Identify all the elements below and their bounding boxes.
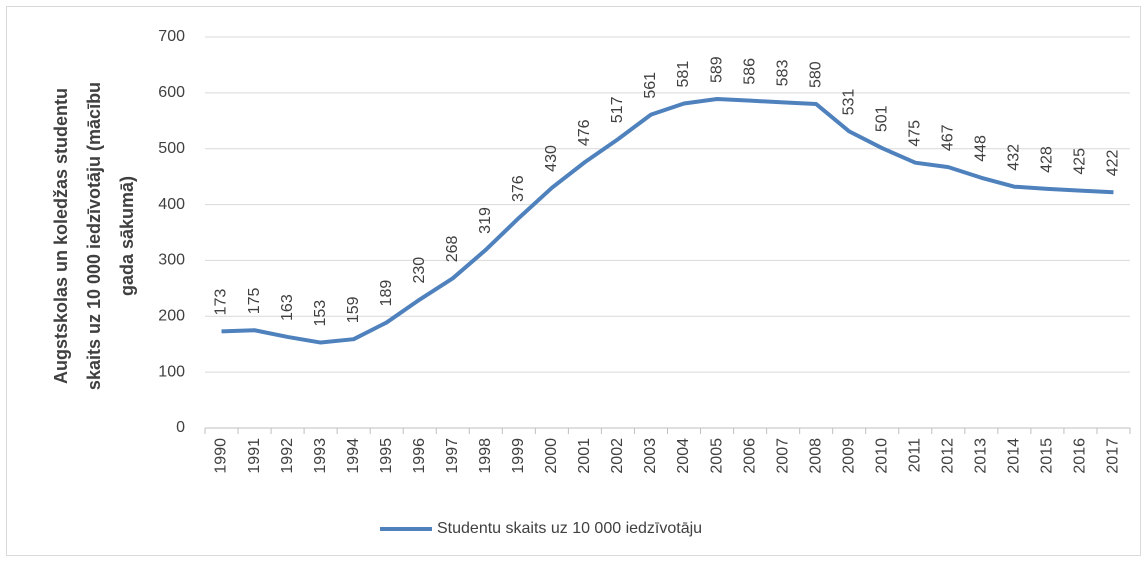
x-tick-label: 2009: [840, 438, 857, 474]
x-tick-label: 1992: [279, 438, 296, 474]
data-label: 589: [708, 56, 725, 83]
y-tick-label: 100: [158, 363, 185, 380]
x-tick-label: 2001: [576, 438, 593, 474]
legend-label: Studentu skaits uz 10 000 iedzīvotāju: [437, 520, 702, 537]
data-label: 475: [906, 120, 923, 147]
x-tick-label: 2012: [940, 438, 957, 474]
x-tick-label: 2000: [543, 438, 560, 474]
data-label: 531: [840, 89, 857, 116]
y-tick-label: 300: [158, 252, 185, 269]
y-tick-label: 700: [158, 28, 185, 45]
data-label: 432: [1006, 144, 1023, 171]
data-label: 476: [576, 119, 593, 146]
data-label: 189: [378, 280, 395, 307]
y-tick-label: 0: [176, 419, 185, 436]
data-label: 448: [973, 135, 990, 162]
x-tick-label: 1995: [378, 438, 395, 474]
x-tick-label: 2002: [609, 438, 626, 474]
data-label: 425: [1072, 148, 1089, 175]
x-tick-label: 2005: [708, 438, 725, 474]
x-tick-label: 2007: [774, 438, 791, 474]
x-tick-label: 1990: [213, 438, 230, 474]
x-tick-label: 2013: [973, 438, 990, 474]
y-axis-label: Augstskolas un koledžas studentu: [51, 88, 71, 384]
y-axis-label: gada sākumā): [117, 176, 137, 296]
x-tick-label: 2017: [1105, 438, 1122, 474]
data-label: 159: [345, 296, 362, 323]
x-tick-label: 1998: [477, 438, 494, 474]
data-label: 319: [477, 207, 494, 234]
data-label: 467: [940, 124, 957, 151]
x-tick-label: 2006: [741, 438, 758, 474]
data-label: 153: [312, 300, 329, 327]
data-label: 517: [609, 96, 626, 123]
data-label: 173: [213, 289, 230, 316]
x-tick-label: 1994: [345, 438, 362, 474]
x-tick-label: 2014: [1006, 438, 1023, 474]
y-tick-label: 400: [158, 196, 185, 213]
x-tick-label: 1993: [312, 438, 329, 474]
x-tick-label: 2004: [675, 438, 692, 474]
data-label: 230: [411, 257, 428, 284]
x-tick-label: 1999: [510, 438, 527, 474]
x-tick-label: 2008: [807, 438, 824, 474]
data-label: 501: [873, 105, 890, 132]
y-tick-label: 600: [158, 84, 185, 101]
data-label: 376: [510, 175, 527, 202]
data-label: 163: [279, 294, 296, 321]
x-tick-label: 2003: [642, 438, 659, 474]
data-line: [221, 97, 1114, 345]
chart-frame: [6, 6, 1141, 556]
data-label: 268: [444, 236, 461, 263]
data-label: 580: [807, 61, 824, 88]
data-label: 428: [1039, 146, 1056, 173]
x-tick-label: 2016: [1072, 438, 1089, 474]
data-label: 583: [774, 60, 791, 87]
y-axis-label: skaits uz 10 000 iedzīvotāju (mācību: [84, 82, 104, 390]
x-tick-label: 2011: [906, 438, 923, 473]
x-tick-label: 2010: [873, 438, 890, 474]
data-label: 586: [741, 58, 758, 85]
data-label: 561: [642, 72, 659, 99]
x-tick-label: 2015: [1039, 438, 1056, 474]
data-label: 422: [1105, 149, 1122, 176]
x-tick-label: 1991: [246, 438, 263, 474]
data-label: 430: [543, 145, 560, 172]
y-tick-label: 200: [158, 308, 185, 325]
y-tick-label: 500: [158, 140, 185, 157]
x-tick-label: 1996: [411, 438, 428, 474]
x-tick-label: 1997: [444, 438, 461, 474]
data-label: 581: [675, 61, 692, 88]
data-label: 175: [246, 287, 263, 314]
